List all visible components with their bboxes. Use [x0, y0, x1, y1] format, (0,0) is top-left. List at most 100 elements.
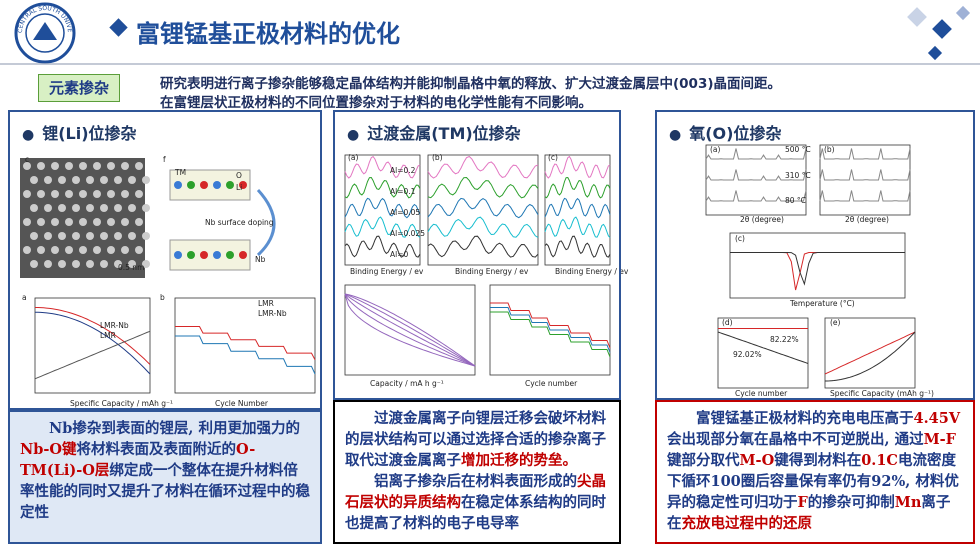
figure-curve [490, 311, 611, 358]
atom-dot [23, 162, 31, 170]
text-run: 的掺杂可抑制 [807, 494, 895, 511]
atom-dot [51, 218, 59, 226]
atom-dot [58, 204, 66, 212]
panel-text-box: Nb掺杂到表面的锂层, 利用更加强力的 Nb-O键将材料表面及表面附近的O-TM(… [8, 410, 322, 544]
atom-dot [44, 232, 52, 240]
figure-label: (d) [722, 318, 733, 327]
text-run: Nb-O键 [20, 441, 77, 458]
crystal-atom [174, 181, 182, 189]
figure-label: (c) [548, 153, 558, 162]
figure-label: (c) [735, 234, 745, 243]
figure-curve [427, 197, 539, 219]
figure-curve [544, 176, 611, 199]
atom-dot [86, 260, 94, 268]
figure-curve [544, 216, 611, 238]
atom-dot [30, 204, 38, 212]
figure-label: b [160, 293, 165, 302]
figure-curve [344, 176, 421, 199]
text-run: 将材料表面及表面附近的 [76, 441, 237, 458]
text-run: Nb掺杂到表面的锂层, 利用更加强力的 [49, 420, 300, 437]
figure-label: (a) [348, 153, 359, 162]
atom-dot [86, 232, 94, 240]
panel-frame [8, 110, 322, 410]
atom-dot [93, 218, 101, 226]
logo: CENTRAL SOUTH UNIVERSITY [0, 0, 76, 64]
crystal-atom [187, 181, 195, 189]
figure-curve [34, 330, 151, 380]
figure-label: 82.22% [770, 335, 799, 344]
panel-text-box: 富锂锰基正极材料的充电电压高于4.45V 会出现部分氧在晶格中不可逆脱出, 通过… [655, 400, 975, 544]
figure-curve [344, 155, 421, 179]
atom-dot [30, 260, 38, 268]
panel-frame [333, 110, 621, 400]
atom-dot [107, 246, 115, 254]
crystal-atom [239, 251, 247, 259]
figure-label: Al=0.1 [390, 187, 416, 196]
atom-dot [30, 232, 38, 240]
atom-dot [65, 246, 73, 254]
figure-label: Li [236, 183, 242, 192]
figure-curve [544, 155, 611, 179]
figure-label: (b) [824, 145, 835, 154]
paragraph: Nb掺杂到表面的锂层, 利用更加强力的 Nb-O键将材料表面及表面附近的O-TM(… [20, 418, 310, 523]
figure-curve [427, 176, 539, 199]
atom-dot [86, 204, 94, 212]
atom-dot [58, 232, 66, 240]
figure-curve [175, 335, 316, 375]
crystal-atom [226, 251, 234, 259]
text-run: M-O [739, 452, 775, 469]
atom-dot [128, 204, 136, 212]
figure-curve [35, 311, 151, 375]
figure-label: Temperature (°C) [789, 299, 855, 308]
figure-label: Nb surface doping [205, 218, 274, 227]
paragraph: 过渡金属离子向锂层迁移会破坏材料的层状结构可以通过选择合适的掺杂离子取代过渡金属… [345, 408, 609, 471]
figure-curve [705, 169, 807, 181]
figure-label: Binding Energy / ev [350, 267, 424, 276]
atom-dot [114, 176, 122, 184]
text-run: F [797, 494, 808, 511]
atom-dot [65, 218, 73, 226]
atom-dot [142, 232, 150, 240]
atom-dot [128, 260, 136, 268]
atom-dot [135, 246, 143, 254]
atom-dot [100, 204, 108, 212]
figure-curve [427, 216, 539, 238]
figure-label: 2θ (degree) [740, 215, 784, 224]
atom-dot [79, 218, 87, 226]
text-run: 键得到材料在 [774, 452, 862, 469]
figure-label: TM [174, 168, 186, 177]
figure-label: O [236, 171, 242, 180]
atom-dot [65, 190, 73, 198]
paragraph: 铝离子掺杂后在材料表面形成的尖晶石层状的异质结构在稳定体系结构的同时也提高了材料… [345, 471, 609, 534]
atom-dot [37, 246, 45, 254]
atom-dot [121, 246, 129, 254]
figure-curve [344, 216, 421, 238]
figure-label: 310 °C [785, 171, 811, 180]
figure-curve [705, 190, 807, 202]
figure-curve [344, 293, 476, 367]
atom-dot [135, 190, 143, 198]
figure-label: 92.02% [733, 350, 762, 359]
figure-label: Cycle number [525, 379, 578, 388]
figure-curve [819, 169, 911, 181]
figure-label: c [25, 155, 29, 164]
text-run: 电流密度下循环100圈后容量保有率仍有92%, 材料优异的稳定性可归功于 [667, 452, 959, 511]
figure-label: Cycle Number [215, 399, 269, 408]
atom-dot [121, 162, 129, 170]
figure-label: 2θ (degree) [845, 215, 889, 224]
crystal-atom [213, 251, 221, 259]
figure-curve [344, 293, 476, 367]
atom-dot [79, 162, 87, 170]
atom-dot [100, 176, 108, 184]
figure-plot [717, 317, 809, 389]
figure-curve [825, 331, 916, 382]
figure-label: a [22, 293, 27, 302]
figure-curve [344, 293, 476, 367]
text-run: 绑定成一个整体在提升材料倍率性能的同时又提升了材料在循环过程中的稳定性 [20, 462, 310, 521]
figure-label: Al=0.025 [390, 229, 425, 238]
atom-dot [23, 190, 31, 198]
atom-dot [58, 176, 66, 184]
crystal-slab [169, 169, 251, 201]
text-run: 4.45V [913, 410, 961, 427]
atom-dot [51, 190, 59, 198]
